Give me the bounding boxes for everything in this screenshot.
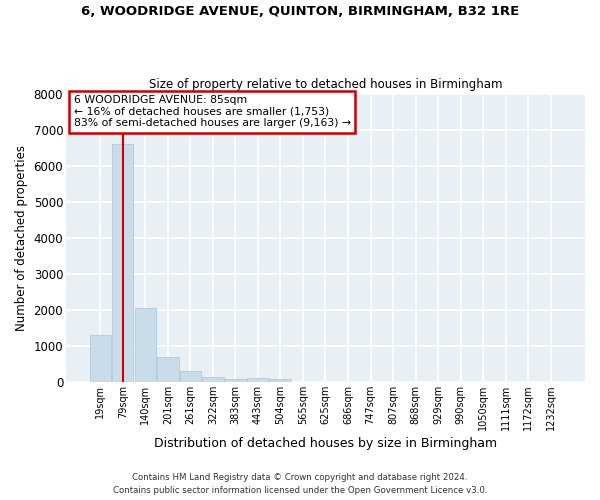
Y-axis label: Number of detached properties: Number of detached properties — [15, 144, 28, 330]
Text: 6, WOODRIDGE AVENUE, QUINTON, BIRMINGHAM, B32 1RE: 6, WOODRIDGE AVENUE, QUINTON, BIRMINGHAM… — [81, 5, 519, 18]
X-axis label: Distribution of detached houses by size in Birmingham: Distribution of detached houses by size … — [154, 437, 497, 450]
Bar — [134, 308, 156, 382]
Bar — [179, 372, 201, 382]
Bar — [112, 144, 133, 382]
Bar — [247, 378, 269, 382]
Bar — [89, 334, 111, 382]
Bar — [157, 358, 179, 382]
Title: Size of property relative to detached houses in Birmingham: Size of property relative to detached ho… — [149, 78, 502, 91]
Bar — [270, 379, 291, 382]
Text: Contains HM Land Registry data © Crown copyright and database right 2024.
Contai: Contains HM Land Registry data © Crown c… — [113, 474, 487, 495]
Bar — [224, 378, 246, 382]
Bar — [202, 377, 224, 382]
Text: 6 WOODRIDGE AVENUE: 85sqm
← 16% of detached houses are smaller (1,753)
83% of se: 6 WOODRIDGE AVENUE: 85sqm ← 16% of detac… — [74, 95, 351, 128]
